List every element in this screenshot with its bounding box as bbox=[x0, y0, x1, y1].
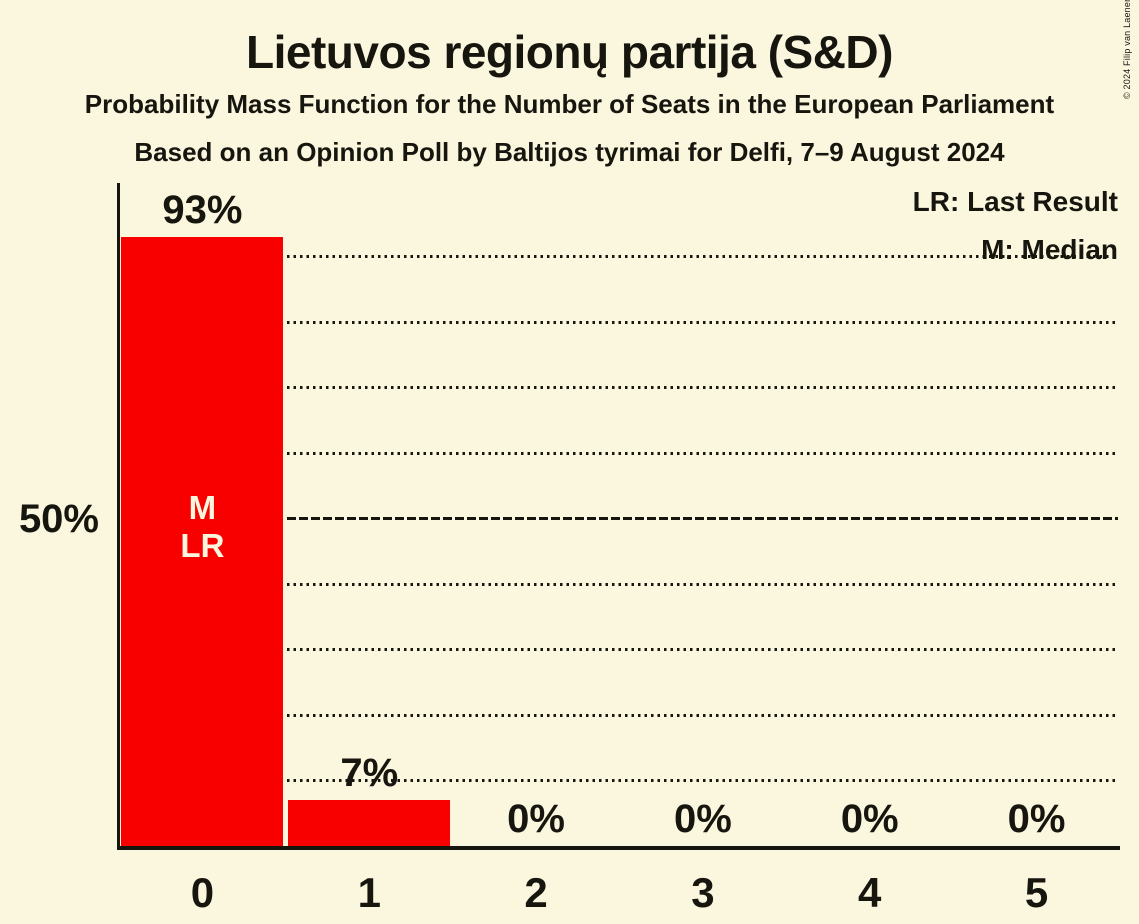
y-axis-50-percent-label: 50% bbox=[18, 497, 99, 541]
gridline-80pct bbox=[287, 320, 1118, 324]
value-label-seats-1: 7% bbox=[340, 751, 399, 796]
gridline-20pct bbox=[287, 713, 1118, 717]
bar-seats-0 bbox=[121, 237, 283, 846]
gridline-50pct-dashed bbox=[287, 516, 1118, 521]
legend-last-result: LR: Last Result bbox=[912, 186, 1118, 217]
x-tick-label-4: 4 bbox=[858, 869, 882, 916]
x-tick-label-3: 3 bbox=[691, 869, 715, 916]
x-tick-label-5: 5 bbox=[1024, 869, 1049, 916]
gridline-60pct bbox=[287, 451, 1118, 455]
x-tick-label-2: 2 bbox=[524, 869, 548, 916]
chart-subtitle-poll: Based on an Opinion Poll by Baltijos tyr… bbox=[134, 137, 1005, 167]
last-result-marker-label: LR bbox=[180, 527, 225, 564]
median-last-result-marker: M LR bbox=[119, 489, 286, 565]
gridline-40pct bbox=[287, 582, 1118, 586]
y-axis-line bbox=[117, 183, 120, 850]
gridline-30pct bbox=[287, 648, 1118, 652]
x-tick-label-1: 1 bbox=[357, 869, 381, 916]
x-tick-label-0: 0 bbox=[190, 869, 215, 916]
copyright-notice: © 2024 Filip van Laenen bbox=[1122, 0, 1132, 99]
bar-seats-1 bbox=[287, 800, 450, 846]
gridline-10pct bbox=[287, 779, 1118, 783]
x-axis-line bbox=[117, 846, 1120, 850]
gridline-70pct bbox=[287, 386, 1118, 390]
median-marker-label: M bbox=[188, 489, 217, 526]
value-label-seats-0: 93% bbox=[162, 188, 243, 233]
value-label-seats-5: 0% bbox=[1007, 797, 1066, 841]
gridline-90pct bbox=[287, 255, 1118, 259]
value-label-seats-2: 0% bbox=[507, 797, 565, 841]
value-label-seats-3: 0% bbox=[673, 797, 732, 841]
chart-title: Lietuvos regionų partija (S&D) bbox=[246, 26, 893, 78]
legend-median: M: Median bbox=[981, 234, 1118, 265]
chart-subtitle-pmf: Probability Mass Function for the Number… bbox=[84, 89, 1055, 119]
value-label-seats-4: 0% bbox=[840, 797, 899, 841]
